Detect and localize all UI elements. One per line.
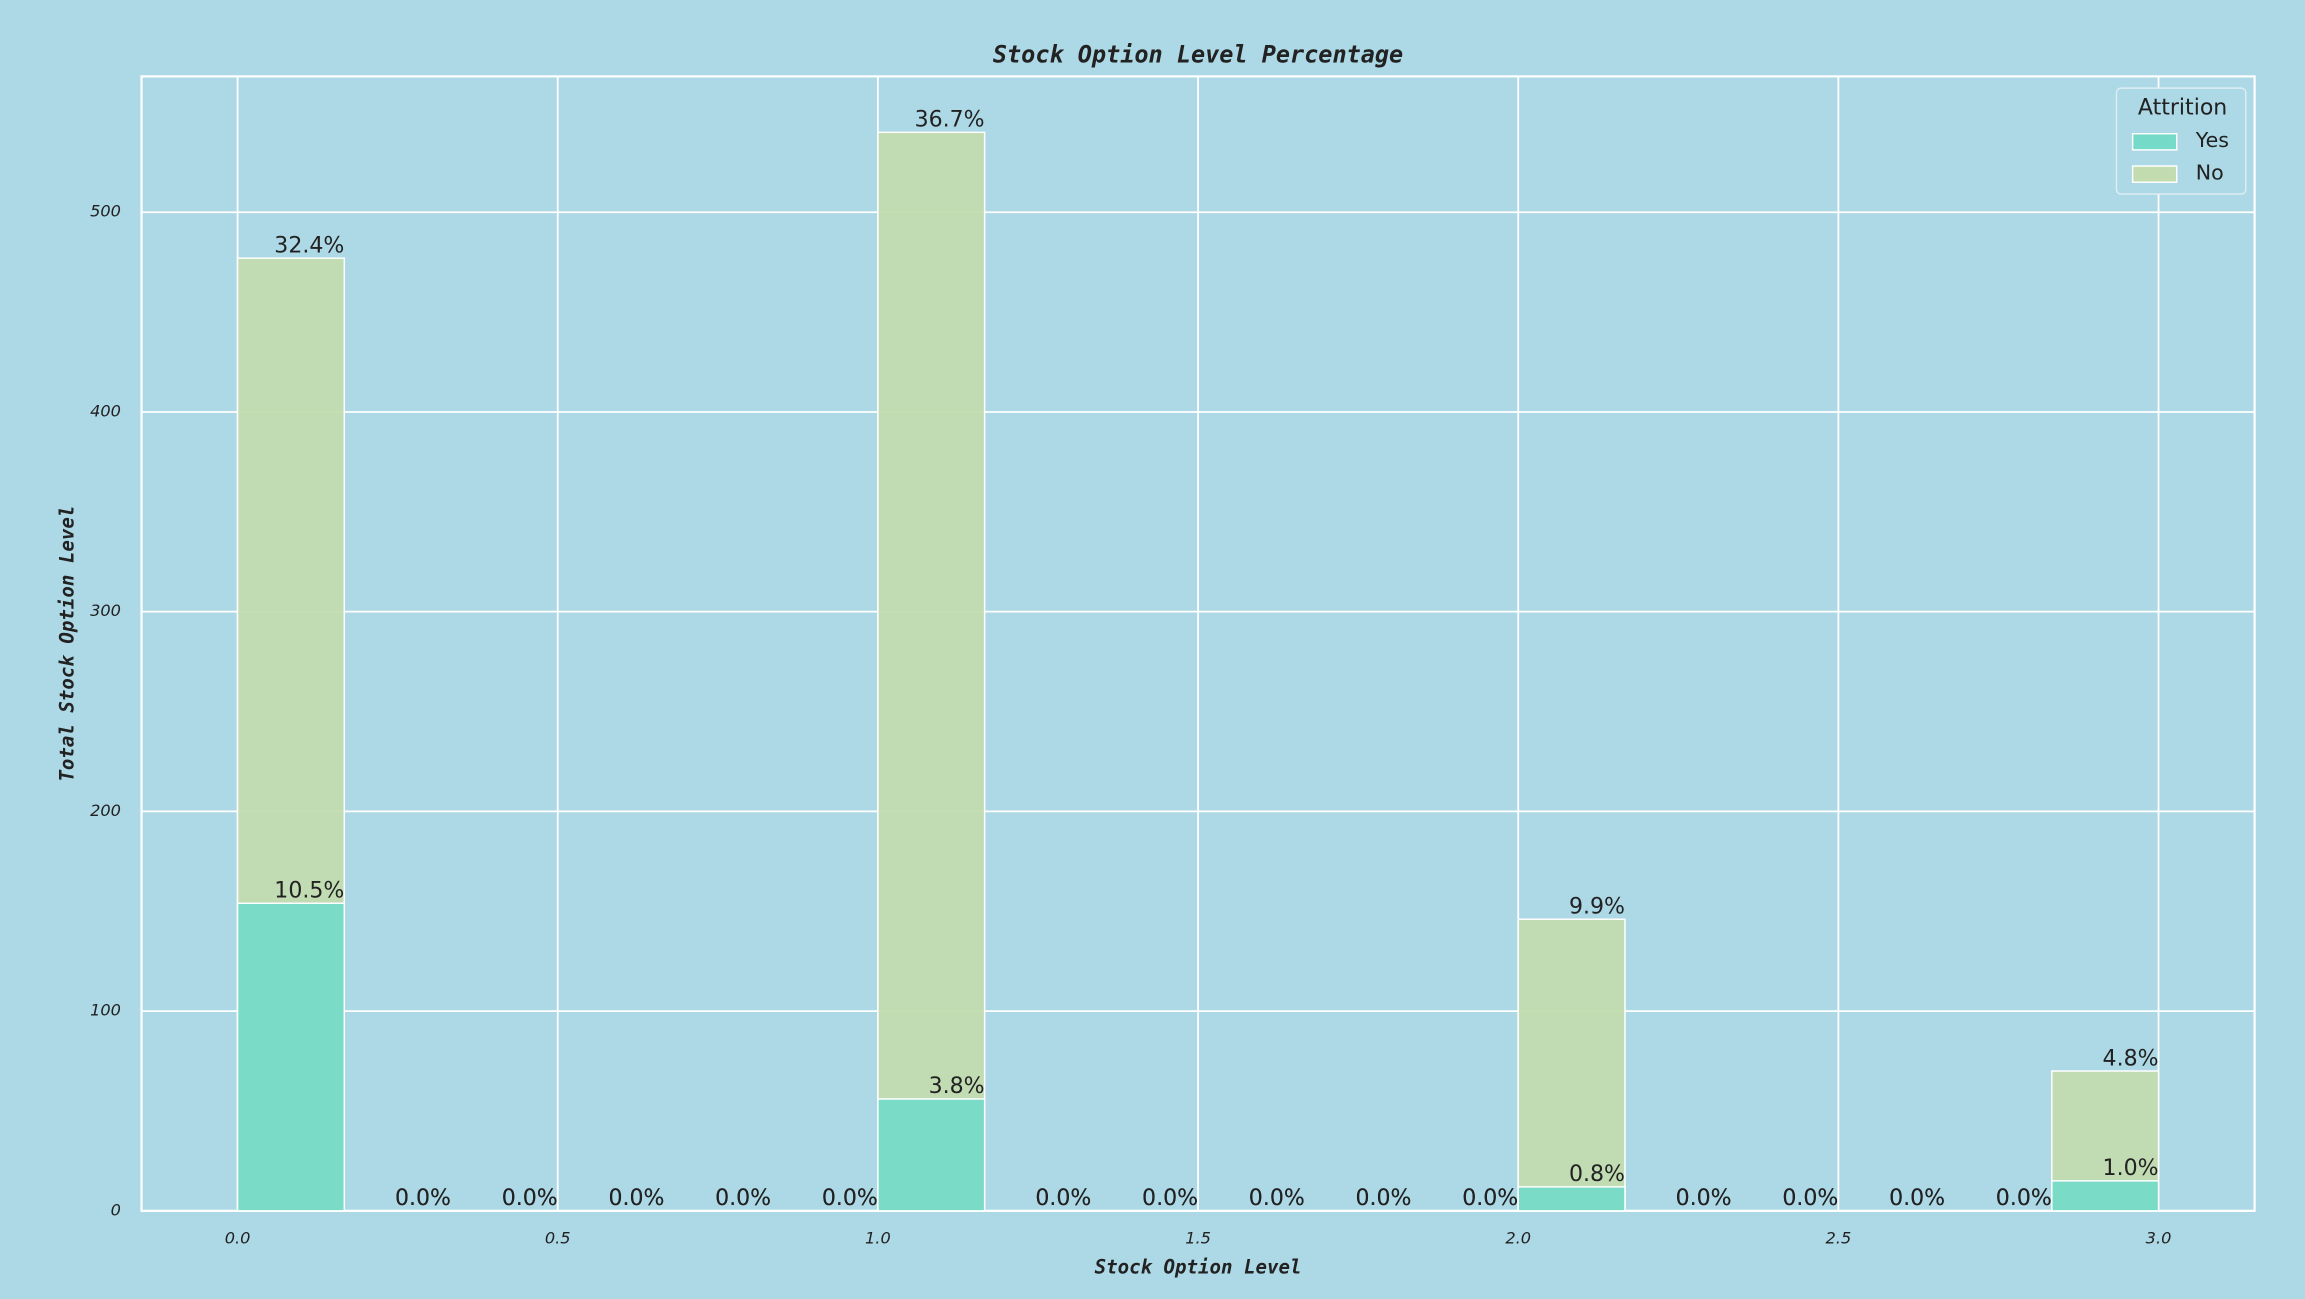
y-tick-label: 0 — [111, 1200, 121, 1219]
value-label: 36.7% — [915, 108, 985, 133]
value-label: 0.0% — [1889, 1186, 1945, 1211]
y-tick-label: 100 — [90, 1001, 121, 1020]
value-label: 0.0% — [1355, 1186, 1411, 1211]
value-label: 0.0% — [1462, 1186, 1518, 1211]
x-tick-label: 3.0 — [2146, 1228, 2172, 1247]
value-label: 0.0% — [395, 1186, 451, 1211]
legend-title: Attrition — [2138, 96, 2227, 121]
x-tick-label: 1.5 — [1185, 1228, 1211, 1247]
value-label: 0.0% — [608, 1186, 664, 1211]
value-label: 4.8% — [2103, 1046, 2159, 1071]
value-label: 0.0% — [1462, 1186, 1518, 1211]
bar — [236, 902, 346, 1212]
value-label: 0.0% — [1249, 1186, 1305, 1211]
x-tick-label: 2.5 — [1826, 1228, 1852, 1247]
bar — [877, 131, 986, 1212]
legend-label: No — [2196, 160, 2224, 184]
value-label: 0.0% — [395, 1186, 451, 1211]
value-label: 0.0% — [715, 1186, 771, 1211]
value-label: 0.0% — [1782, 1186, 1838, 1211]
legend-swatch — [2131, 165, 2178, 183]
value-label: 0.0% — [1782, 1186, 1838, 1211]
bar — [877, 1098, 986, 1212]
value-label: 0.0% — [1249, 1186, 1305, 1211]
y-tick-label: 400 — [90, 401, 121, 420]
value-label: 0.0% — [1355, 1186, 1411, 1211]
value-label: 0.0% — [1676, 1186, 1732, 1211]
value-label: 0.0% — [1996, 1186, 2052, 1211]
value-label: 0.0% — [1996, 1186, 2052, 1211]
value-label: 0.0% — [502, 1186, 558, 1211]
value-label: 0.0% — [822, 1186, 878, 1211]
y-axis-label: Total Stock Option Level — [56, 506, 79, 782]
x-tick-label: 0.5 — [545, 1228, 571, 1247]
y-tick-label: 200 — [90, 801, 121, 820]
value-label: 0.0% — [608, 1186, 664, 1211]
x-tick-label: 0.0 — [225, 1228, 251, 1247]
value-label: 0.0% — [1035, 1186, 1091, 1211]
value-label: 9.9% — [1569, 894, 1625, 919]
value-label: 0.0% — [502, 1186, 558, 1211]
legend-label: Yes — [2195, 128, 2229, 152]
value-label: 0.0% — [822, 1186, 878, 1211]
value-label: 0.8% — [1569, 1162, 1625, 1187]
bar — [2051, 1180, 2160, 1212]
value-label: 0.0% — [715, 1186, 771, 1211]
value-label: 0.0% — [1142, 1186, 1198, 1211]
value-label: 0.0% — [1889, 1186, 1945, 1211]
value-label: 1.0% — [2103, 1156, 2159, 1181]
value-label: 0.0% — [1676, 1186, 1732, 1211]
legend-swatch — [2131, 132, 2178, 151]
y-tick-label: 300 — [90, 601, 121, 620]
x-tick-label: 2.0 — [1505, 1228, 1531, 1247]
x-axis-label: Stock Option Level — [1095, 1256, 1302, 1279]
x-tick-label: 1.0 — [865, 1228, 891, 1247]
value-label: 0.0% — [1142, 1186, 1198, 1211]
bar — [1517, 1186, 1626, 1212]
value-label: 3.8% — [929, 1074, 985, 1099]
value-label: 32.4% — [274, 233, 344, 258]
chart-title: Stock Option Level Percentage — [993, 40, 1403, 68]
value-label: 10.5% — [274, 879, 344, 904]
y-tick-label: 500 — [90, 202, 121, 221]
value-label: 0.0% — [1035, 1186, 1091, 1211]
